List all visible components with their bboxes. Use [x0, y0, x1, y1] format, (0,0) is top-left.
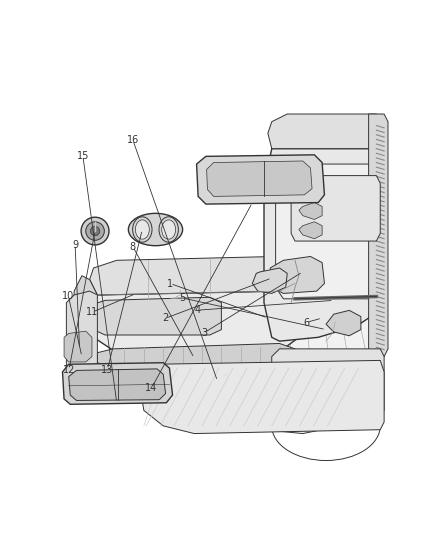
Polygon shape [326, 310, 361, 336]
Polygon shape [64, 331, 92, 362]
Circle shape [166, 311, 176, 320]
Polygon shape [270, 256, 325, 294]
Text: 16: 16 [127, 135, 139, 145]
Polygon shape [252, 268, 287, 294]
Ellipse shape [135, 220, 149, 239]
Ellipse shape [221, 374, 237, 385]
FancyBboxPatch shape [317, 247, 370, 270]
Polygon shape [299, 222, 322, 239]
Circle shape [163, 308, 179, 324]
Polygon shape [264, 149, 384, 341]
Circle shape [354, 400, 360, 406]
Circle shape [153, 370, 158, 374]
Text: 8: 8 [130, 241, 136, 252]
Ellipse shape [128, 213, 183, 246]
Circle shape [320, 324, 332, 336]
Ellipse shape [139, 283, 187, 304]
Ellipse shape [218, 371, 241, 388]
Circle shape [323, 327, 329, 333]
FancyBboxPatch shape [100, 304, 119, 315]
Polygon shape [69, 369, 166, 400]
Polygon shape [67, 291, 97, 395]
Circle shape [297, 175, 306, 184]
Polygon shape [272, 349, 384, 426]
Circle shape [117, 308, 132, 324]
Text: 3: 3 [201, 328, 207, 338]
Polygon shape [63, 363, 173, 405]
Text: 1: 1 [167, 279, 173, 288]
Polygon shape [90, 256, 295, 295]
Circle shape [90, 227, 100, 236]
Text: 2: 2 [162, 313, 168, 324]
Text: 15: 15 [77, 151, 89, 161]
Text: 9: 9 [72, 239, 78, 249]
Polygon shape [74, 276, 97, 341]
Polygon shape [97, 343, 295, 368]
FancyBboxPatch shape [317, 294, 370, 316]
Circle shape [265, 338, 271, 344]
Ellipse shape [162, 220, 176, 239]
Circle shape [81, 217, 109, 245]
Polygon shape [207, 161, 312, 196]
Circle shape [238, 287, 244, 293]
Polygon shape [299, 203, 322, 220]
Text: 5: 5 [179, 293, 185, 303]
Polygon shape [90, 291, 299, 360]
Polygon shape [93, 297, 221, 335]
Circle shape [291, 295, 299, 303]
Text: 12: 12 [63, 365, 75, 375]
Circle shape [86, 222, 104, 240]
Circle shape [290, 266, 308, 285]
Circle shape [153, 394, 158, 399]
Circle shape [70, 370, 74, 374]
Text: 11: 11 [86, 307, 98, 317]
Polygon shape [197, 155, 325, 204]
Text: 6: 6 [303, 318, 309, 327]
Polygon shape [276, 164, 376, 299]
Circle shape [184, 288, 190, 294]
Circle shape [207, 342, 213, 348]
Circle shape [140, 308, 155, 324]
Text: 14: 14 [145, 383, 158, 393]
Polygon shape [369, 114, 388, 360]
Polygon shape [268, 114, 384, 149]
Polygon shape [140, 360, 384, 433]
Circle shape [120, 311, 129, 320]
Text: 10: 10 [62, 291, 74, 301]
Circle shape [372, 293, 380, 301]
Ellipse shape [73, 351, 90, 362]
Text: 13: 13 [101, 365, 113, 375]
Circle shape [287, 166, 315, 193]
Polygon shape [132, 272, 380, 433]
Polygon shape [299, 180, 322, 196]
Circle shape [143, 311, 152, 320]
Text: 4: 4 [194, 305, 200, 315]
Circle shape [70, 394, 74, 399]
Circle shape [293, 270, 304, 281]
Ellipse shape [77, 353, 87, 360]
Polygon shape [291, 175, 380, 241]
Circle shape [292, 170, 311, 189]
Circle shape [331, 392, 337, 398]
FancyBboxPatch shape [317, 270, 370, 293]
